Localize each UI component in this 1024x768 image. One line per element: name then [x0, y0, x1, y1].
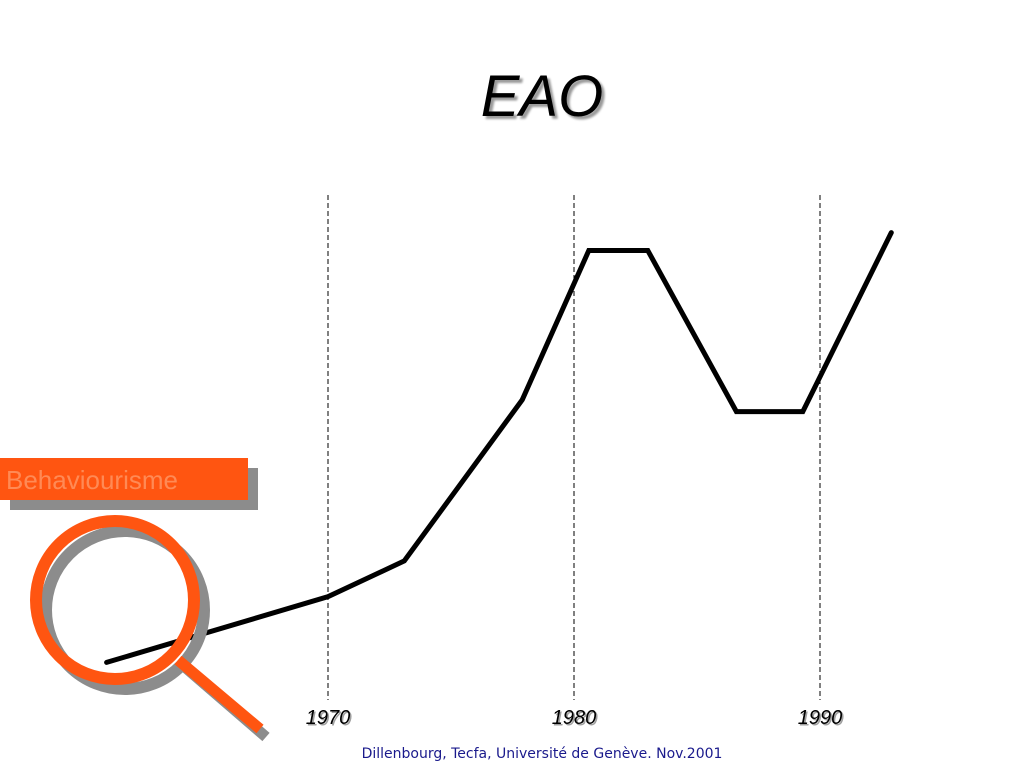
- tick-label-1990: 1990: [798, 707, 843, 729]
- tick-label-shadow-1980: 1980: [553, 709, 598, 731]
- tick-label-shadow-1970: 1970: [307, 709, 352, 731]
- behaviourisme-badge: Behaviourisme: [0, 458, 258, 510]
- badge-label: Behaviourisme: [0, 458, 248, 500]
- tick-label-shadow-1990: 1990: [799, 709, 844, 731]
- footer-credit: Dillenbourg, Tecfa, Université de Genève…: [361, 746, 723, 762]
- series-group: [104, 230, 894, 665]
- gridlines: [327, 195, 821, 700]
- slide-title: EAO: [480, 64, 604, 129]
- series-line-0: [104, 230, 894, 665]
- magnifier-icon: [30, 515, 270, 742]
- tick-label-1980: 1980: [552, 707, 597, 729]
- tick-label-1970: 1970: [306, 707, 351, 729]
